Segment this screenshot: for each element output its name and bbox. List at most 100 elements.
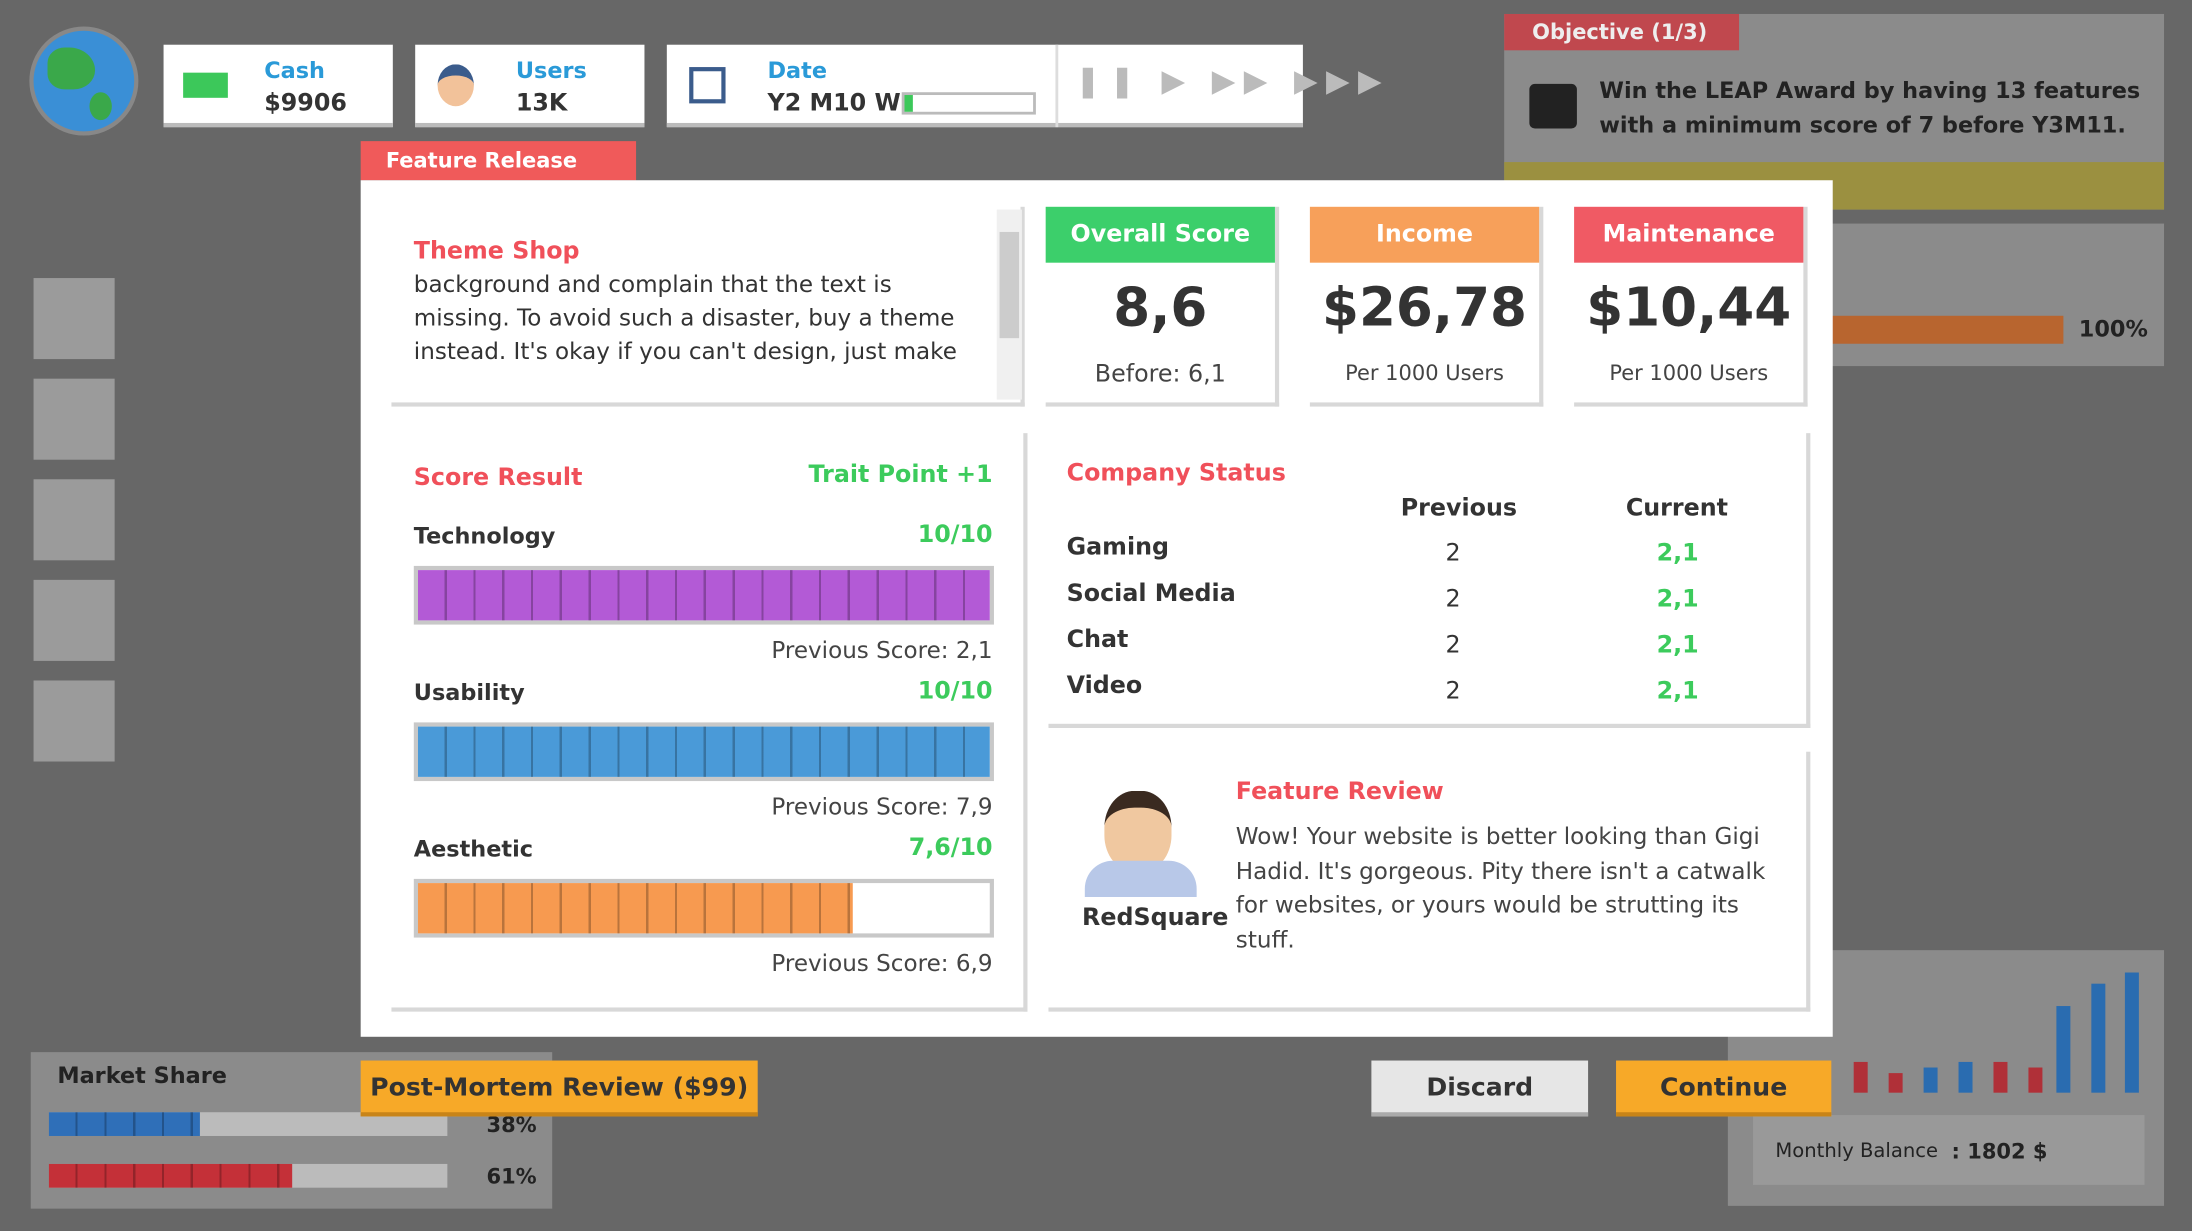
label: Cash — [264, 57, 325, 84]
description-panel: Theme Shop background and complain that … — [391, 206, 1025, 407]
company-status-panel: Company Status Previous Current Gaming 2 2,1… — [1048, 433, 1811, 728]
globe-button[interactable] — [29, 26, 139, 136]
cash-panel: Cash $9906 — [163, 44, 393, 128]
chart-bar-decor — [1853, 1061, 1868, 1093]
progress-label: 100% — [2078, 315, 2148, 343]
section-title: Company Status — [1066, 459, 1286, 488]
score-name: Technology — [413, 522, 556, 550]
column-header: Current — [1625, 494, 1729, 523]
date-panel: Date Y2 M10 W ❚❚ ▶ ▶▶ ▶▶▶ — [666, 44, 1382, 128]
status-cell: 2 — [1445, 585, 1461, 614]
score-bar — [413, 565, 994, 625]
scrollbar[interactable] — [996, 209, 1022, 400]
status-cell: 2,1 — [1656, 539, 1699, 568]
continue-button[interactable]: Continue — [1616, 1060, 1832, 1117]
card-note: Per 1000 Users — [1345, 360, 1504, 386]
card-value: 8,6 — [1113, 276, 1208, 339]
label: Users — [515, 57, 587, 84]
chart-bar-decor — [2124, 972, 2139, 1093]
card-note: Before: 6,1 — [1094, 360, 1226, 389]
tab-title: Feature Release — [385, 148, 578, 174]
previous-score: Previous Score: 7,9 — [771, 793, 993, 821]
chart-bar-decor — [1993, 1061, 2008, 1093]
discard-button[interactable]: Discard — [1371, 1060, 1589, 1117]
status-cell: 2 — [1445, 539, 1461, 568]
speed-controls[interactable]: ❚❚ ▶ ▶▶ ▶▶▶ — [1075, 64, 1391, 100]
status-cell: 2 — [1445, 631, 1461, 660]
objective-text: Win the LEAP Award by having 13 features… — [1599, 76, 2141, 139]
market-share-label: 61% — [486, 1163, 537, 1190]
score-label: 7,6/10 — [908, 834, 993, 863]
post-mortem-button[interactable]: Post-Mortem Review ($99) — [360, 1060, 758, 1117]
nav-button[interactable] — [33, 278, 115, 360]
card-value: $10,44 — [1586, 276, 1792, 339]
dialog-tab: Feature Release — [360, 141, 637, 181]
market-share-fill — [48, 1112, 201, 1136]
users-panel: Users 13K — [415, 44, 645, 128]
status-cell: 2,1 — [1656, 677, 1699, 706]
market-share-fill — [48, 1163, 292, 1188]
card-title: Income — [1309, 206, 1540, 263]
label: Date — [767, 57, 828, 84]
balance-value: : 1802 $ — [1951, 1138, 2048, 1164]
chart-bar-decor — [2091, 983, 2106, 1093]
score-bar — [413, 878, 994, 938]
score-label: 10/10 — [917, 677, 993, 706]
status-cell: Gaming — [1066, 533, 1170, 562]
score-fill — [417, 726, 990, 777]
feature-description: background and complain that the text is… — [413, 271, 957, 365]
status-cell: Chat — [1066, 625, 1129, 654]
feature-name: Theme Shop — [413, 237, 580, 266]
nav-button[interactable] — [33, 378, 115, 460]
chart-bar-decor — [1888, 1073, 1903, 1093]
score-card: Income $26,78 Per 1000 Users — [1309, 206, 1544, 407]
previous-score: Previous Score: 6,9 — [771, 950, 993, 977]
chart-bar-decor — [2056, 1006, 2071, 1093]
status-cell: 2,1 — [1656, 585, 1699, 614]
card-note: Per 1000 Users — [1609, 360, 1769, 386]
chart-bar-decor — [1958, 1061, 1973, 1093]
balance-label: Monthly Balance — [1775, 1140, 1939, 1163]
status-cell: 2,1 — [1656, 631, 1699, 660]
column-header: Previous — [1400, 494, 1518, 523]
section-title: Score Result — [413, 463, 583, 492]
feature-release-dialog: Theme Shop background and complain that … — [360, 180, 1833, 1037]
previous-score: Previous Score: 2,1 — [771, 637, 993, 664]
status-cell: 2 — [1445, 677, 1461, 706]
chart-bar-decor — [1923, 1067, 1938, 1093]
value: $9906 — [264, 89, 347, 118]
reviewer-name: RedSquare — [1082, 904, 1229, 932]
market-share-title: Market Share — [57, 1061, 227, 1089]
section-title: Feature Review — [1235, 778, 1444, 807]
score-card: Overall Score 8,6 Before: 6,1 — [1045, 206, 1280, 407]
status-cell: Social Media — [1066, 579, 1236, 608]
chart-bar-decor — [2028, 1067, 2043, 1093]
score-fill — [417, 570, 990, 621]
market-share-bar — [48, 1163, 448, 1188]
progress-panel: 100% — [1817, 223, 2165, 367]
nav-button[interactable] — [33, 479, 115, 561]
score-label: 10/10 — [917, 521, 993, 550]
status-cell: Video — [1066, 672, 1143, 701]
card-title: Overall Score — [1045, 206, 1275, 263]
score-name: Aesthetic — [413, 835, 533, 863]
score-card: Maintenance $10,44 Per 1000 Users — [1574, 206, 1808, 407]
card-title: Maintenance — [1574, 206, 1804, 263]
objective-title: Objective (1/3) — [1532, 19, 1708, 45]
score-fill — [417, 883, 853, 934]
nav-button[interactable] — [33, 579, 115, 661]
value: 13K — [515, 89, 568, 118]
feature-review-panel: RedSquare Feature Review Wow! Your websi… — [1048, 751, 1811, 1012]
score-result-panel: Score Result Trait Point +1 Technology 10… — [391, 433, 1028, 1012]
review-text: Wow! Your website is better looking than… — [1235, 822, 1766, 953]
score-bar — [413, 722, 994, 782]
objective-panel: Objective (1/3) Win the LEAP Award by ha… — [1504, 13, 2165, 210]
trait-point: Trait Point +1 — [808, 461, 993, 490]
score-name: Usability — [413, 679, 525, 706]
value: Y2 M10 W — [767, 89, 901, 118]
market-share-bar — [48, 1112, 448, 1136]
nav-button[interactable] — [33, 680, 115, 762]
card-value: $26,78 — [1322, 276, 1528, 339]
